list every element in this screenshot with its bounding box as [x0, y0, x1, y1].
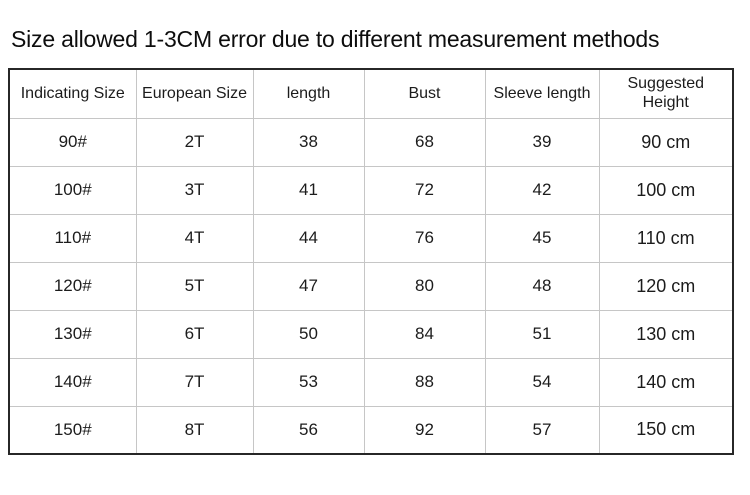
table-cell: 4T: [135, 213, 254, 263]
table-cell: 5T: [135, 261, 254, 311]
table-cell: 50: [252, 309, 365, 359]
table-cell: 100#: [8, 165, 137, 215]
table-cell: 54: [484, 357, 600, 407]
table-cell: 150#: [8, 405, 137, 455]
table-cell: 150 cm: [598, 405, 734, 455]
table-cell: 90 cm: [598, 117, 734, 167]
table-cell: 88: [363, 357, 486, 407]
table-cell: 44: [252, 213, 365, 263]
table-cell: 57: [484, 405, 600, 455]
table-cell: 39: [484, 117, 600, 167]
header-cell-length: length: [252, 68, 365, 119]
table-cell: 68: [363, 117, 486, 167]
table-cell: 48: [484, 261, 600, 311]
table-cell: 130 cm: [598, 309, 734, 359]
size-chart-table: Indicating Size European Size length Bus…: [8, 68, 734, 455]
table-row: 100# 3T 41 72 42 100 cm: [8, 165, 734, 215]
table-cell: 120#: [8, 261, 137, 311]
table-row: 90# 2T 38 68 39 90 cm: [8, 117, 734, 167]
table-cell: 90#: [8, 117, 137, 167]
table-cell: 42: [484, 165, 600, 215]
table-row: 140# 7T 53 88 54 140 cm: [8, 357, 734, 407]
table-cell: 100 cm: [598, 165, 734, 215]
page-title: Size allowed 1-3CM error due to differen…: [11, 26, 660, 52]
table-cell: 53: [252, 357, 365, 407]
table-cell: 2T: [135, 117, 254, 167]
table-cell: 80: [363, 261, 486, 311]
table-cell: 110#: [8, 213, 137, 263]
table-cell: 41: [252, 165, 365, 215]
table-row: 110# 4T 44 76 45 110 cm: [8, 213, 734, 263]
table-cell: 140 cm: [598, 357, 734, 407]
table-cell: 72: [363, 165, 486, 215]
table-cell: 76: [363, 213, 486, 263]
table-cell: 110 cm: [598, 213, 734, 263]
table-cell: 140#: [8, 357, 137, 407]
table-cell: 130#: [8, 309, 137, 359]
table-cell: 92: [363, 405, 486, 455]
table-cell: 3T: [135, 165, 254, 215]
header-row: Indicating Size European Size length Bus…: [8, 68, 734, 119]
header-label-suggested-height: Suggested Height: [627, 74, 704, 111]
table-cell: 47: [252, 261, 365, 311]
header-cell-european-size: European Size: [135, 68, 254, 119]
table-cell: 6T: [135, 309, 254, 359]
header-cell-sleeve-length: Sleeve length: [484, 68, 600, 119]
table-row: 150# 8T 56 92 57 150 cm: [8, 405, 734, 455]
table-cell: 51: [484, 309, 600, 359]
table-cell: 8T: [135, 405, 254, 455]
table-cell: 120 cm: [598, 261, 734, 311]
table-cell: 7T: [135, 357, 254, 407]
table-cell: 38: [252, 117, 365, 167]
table-row: 130# 6T 50 84 51 130 cm: [8, 309, 734, 359]
header-cell-indicating-size: Indicating Size: [8, 68, 137, 119]
table-cell: 56: [252, 405, 365, 455]
table-cell: 84: [363, 309, 486, 359]
header-cell-suggested-height: Suggested Height: [598, 68, 734, 119]
header-cell-bust: Bust: [363, 68, 486, 119]
table-row: 120# 5T 47 80 48 120 cm: [8, 261, 734, 311]
table-cell: 45: [484, 213, 600, 263]
